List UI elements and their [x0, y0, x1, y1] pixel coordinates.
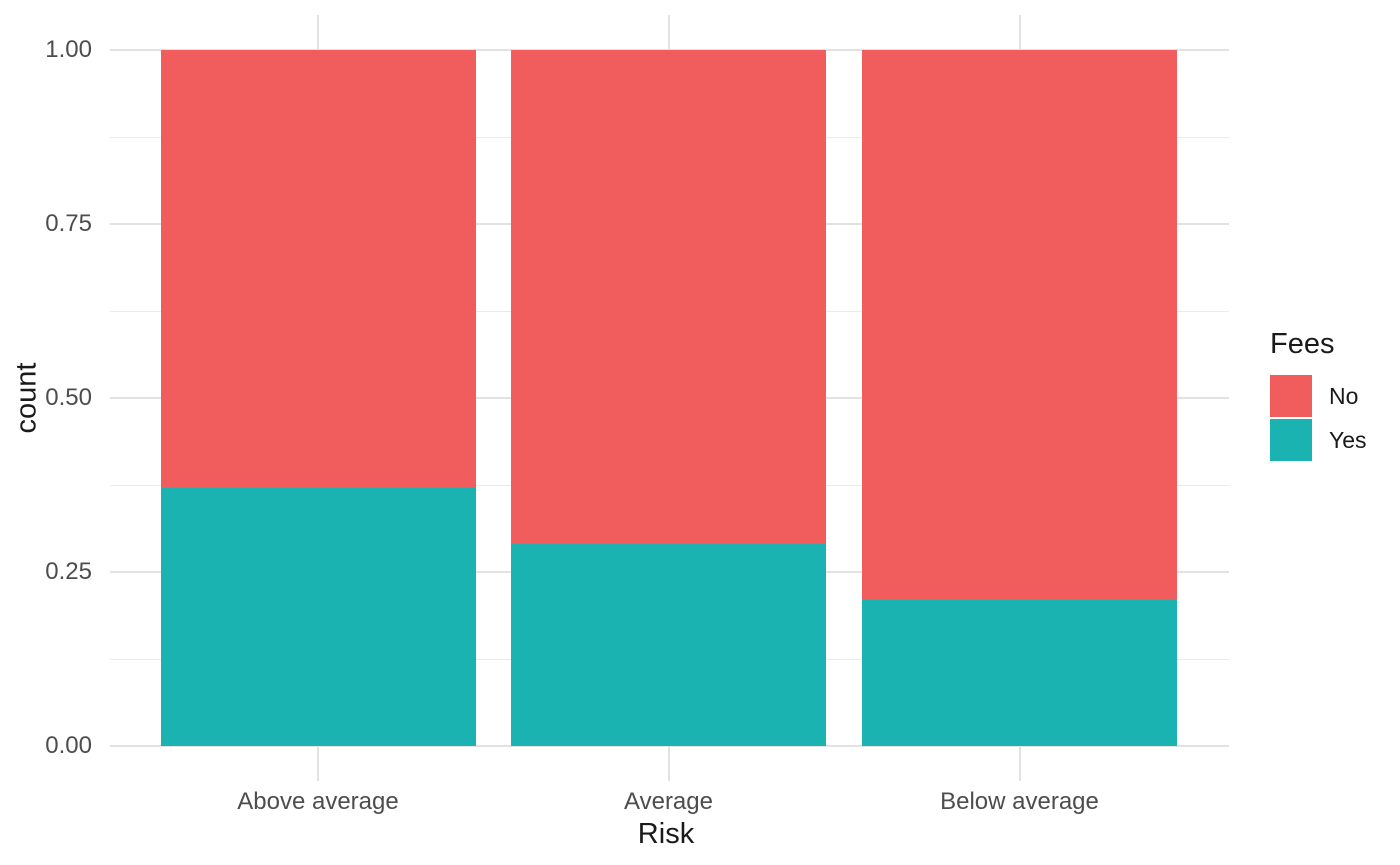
- bar-below-average-yes: [862, 599, 1177, 746]
- y-tick-label-0.00: 0.00: [45, 732, 92, 759]
- x-axis-title: Risk: [637, 818, 695, 850]
- y-axis-title: count: [10, 362, 43, 434]
- legend-swatch-yes: [1270, 419, 1312, 461]
- legend-items: No Yes: [1270, 375, 1367, 461]
- bar-average-yes: [511, 544, 826, 746]
- bar-above-average-no: [160, 50, 476, 489]
- bar-below-average-no: [862, 50, 1177, 600]
- legend-swatch-no: [1270, 375, 1312, 417]
- legend-label-yes: Yes: [1329, 426, 1367, 453]
- major-gridline-y-0: [110, 745, 1229, 747]
- plot-panel: [110, 15, 1229, 781]
- legend-item-no: No: [1270, 375, 1367, 417]
- x-tick-label-above-average: Above average: [237, 788, 399, 815]
- legend: Fees No Yes: [1270, 328, 1367, 463]
- y-tick-label-1.00: 1.00: [45, 36, 92, 63]
- legend-title: Fees: [1270, 328, 1335, 360]
- x-tick-label-average: Average: [624, 788, 713, 815]
- legend-item-yes: Yes: [1270, 419, 1367, 461]
- y-tick-label-0.50: 0.50: [45, 384, 92, 411]
- x-tick-label-below-average: Below average: [940, 788, 1099, 815]
- legend-label-no: No: [1329, 382, 1359, 409]
- bar-above-average-yes: [160, 488, 476, 746]
- bar-average-no: [511, 50, 826, 545]
- y-tick-label-0.75: 0.75: [45, 210, 92, 237]
- y-tick-label-0.25: 0.25: [45, 558, 92, 585]
